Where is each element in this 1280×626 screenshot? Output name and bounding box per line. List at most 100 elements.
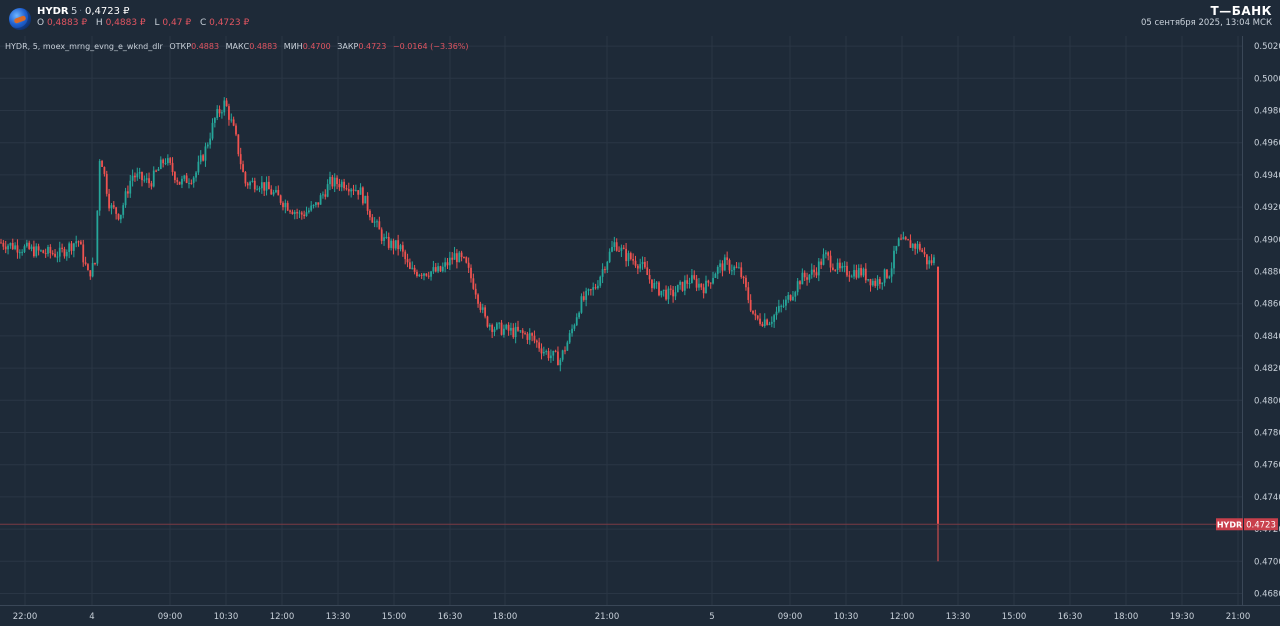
candle-body [211,122,214,139]
candle-body [150,183,153,187]
candle-body [101,160,103,167]
candle-body [500,322,503,335]
candle-body [7,245,9,250]
candle-body [91,262,94,277]
candle-body [63,248,66,257]
candle-body [40,250,42,252]
candle-body [232,119,235,126]
candle-body [416,271,418,277]
candle-body [799,281,801,285]
axes: 0.46800.47000.47200.47400.47600.47800.48… [0,36,1280,622]
candle-body [700,283,703,288]
ticker-symbol[interactable]: HYDR [37,6,69,17]
candle-body [829,255,832,268]
candle-body [930,260,933,264]
candle-body [707,280,710,283]
candle-body [14,245,16,250]
candle-body [933,257,935,264]
candle-body [362,187,364,204]
candle-body [726,257,729,261]
candle-body [141,172,143,181]
candle-body [641,261,644,265]
x-tick-label: 19:30 [1170,612,1195,622]
candle-body [773,315,776,322]
chart-header: HYDR 5 · 0,4723 ₽ O 0,4883 ₽ H 0,4883 ₽ … [0,0,1280,32]
candle-body [188,182,190,184]
candle-body [458,252,461,263]
timeframe[interactable]: 5 [71,6,78,17]
candle-body [803,272,806,278]
candle-body [928,260,931,265]
candle-body [667,288,670,300]
candle-body [599,276,602,286]
candle-body [528,333,531,340]
candle-body [923,251,926,255]
candle-body [890,268,893,277]
candle-body [843,265,846,267]
candle-body [333,177,336,187]
candle-body [21,251,24,253]
candle-body [575,317,578,326]
candle-body [785,299,787,306]
candle-body [387,236,390,248]
study-high-value: 0.4883 [249,42,278,51]
x-tick-label: 13:30 [946,612,971,622]
candle-body [371,217,374,223]
candle-body [143,179,146,181]
candle-body [604,269,606,271]
candle-body [815,272,818,276]
candle-body [735,266,738,268]
candle-body [615,242,618,251]
series-label-bg [1216,518,1243,531]
candle-body [258,188,261,190]
candle-body [526,333,529,340]
candle-body [801,272,804,285]
candle-body [352,189,355,191]
candle-body [832,267,834,270]
candle-body [376,221,378,223]
candle-body [420,274,423,276]
candle-body [112,205,115,208]
candle-body [505,324,508,329]
candle-body [634,260,637,266]
candle-body [317,202,320,205]
candle-body [108,193,110,209]
candle-body [336,177,338,185]
candle-body [359,187,362,195]
candle-body [787,295,790,300]
candle-body [115,207,118,214]
candle-body [2,242,5,247]
candle-body [897,238,900,246]
candle-body [474,288,477,295]
candle-body [745,277,747,288]
candle-body [275,190,277,193]
candle-body [437,266,439,272]
candle-body [822,254,825,265]
candle-body [298,212,301,214]
candle-body [397,240,400,250]
x-tick-label: 22:00 [13,612,38,622]
study-legend[interactable]: HYDR, 5, moex_mrng_evng_e_wknd_dlr ОТКР0… [5,42,469,51]
candle-body [235,125,237,135]
candle-body [4,246,7,250]
candle-body [904,237,907,240]
candle-body [246,183,249,186]
candle-body [629,253,632,260]
candle-body [25,242,28,247]
candle-body [881,282,884,285]
candle-body [573,325,576,329]
candle-body [738,267,740,269]
candle-body [698,283,700,288]
candle-body [535,340,538,343]
study-open-key: ОТКР [169,42,192,51]
candle-body [909,240,912,248]
y-tick-label: 0.5020 [1254,42,1280,52]
ohlc-low-value: 0,47 ₽ [162,18,192,28]
candle-body [653,282,656,289]
x-tick-label: 15:00 [382,612,407,622]
candle-body [166,158,169,164]
candle-body [394,240,397,249]
